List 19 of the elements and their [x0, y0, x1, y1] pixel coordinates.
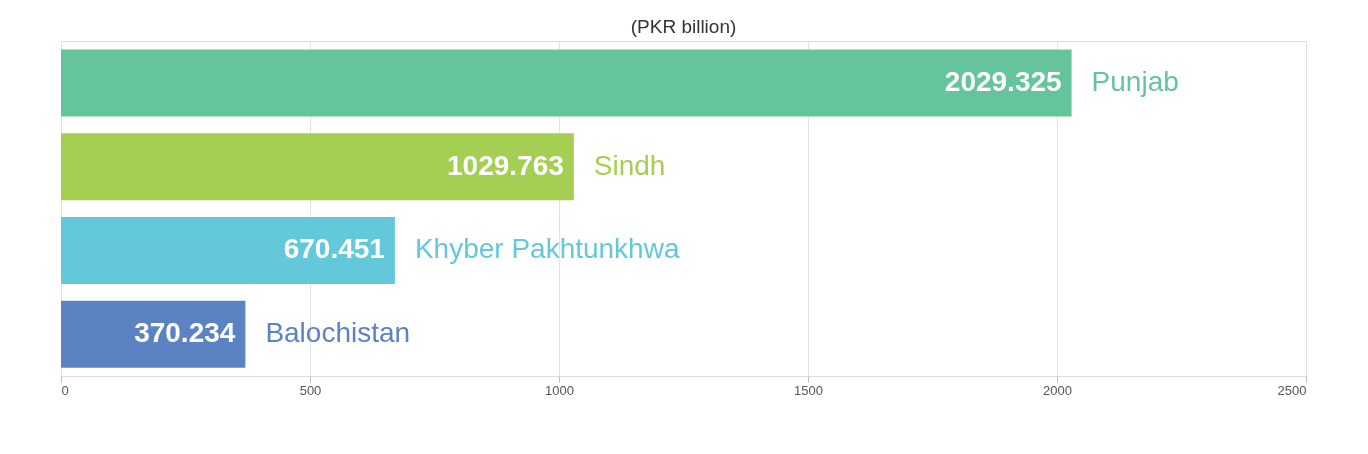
x-tick-label: 1500: [794, 382, 823, 398]
y-tick-label: Khyber Pakhtunkhwa: [414, 233, 680, 265]
bar: [61, 300, 246, 368]
y-tick-label: Balochistan: [265, 317, 411, 349]
data-label: 2029.325: [944, 65, 1062, 97]
x-tick-label: 0: [61, 382, 69, 398]
y-tick-label: Punjab: [1091, 65, 1179, 97]
bar: [61, 216, 395, 284]
x-tick-label: 2000: [1043, 382, 1072, 398]
x-tick-label: 1000: [545, 382, 574, 398]
data-label: 670.451: [283, 233, 385, 265]
data-label: 1029.763: [447, 149, 564, 181]
x-tick-label: 2500: [1277, 382, 1307, 398]
bar: [61, 49, 1072, 117]
bar: [61, 133, 574, 201]
x-tick-label: 500: [299, 382, 322, 398]
data-label: 370.234: [134, 317, 236, 349]
y-tick-label: Sindh: [593, 149, 666, 181]
chart-title: (PKR billion): [630, 16, 737, 37]
